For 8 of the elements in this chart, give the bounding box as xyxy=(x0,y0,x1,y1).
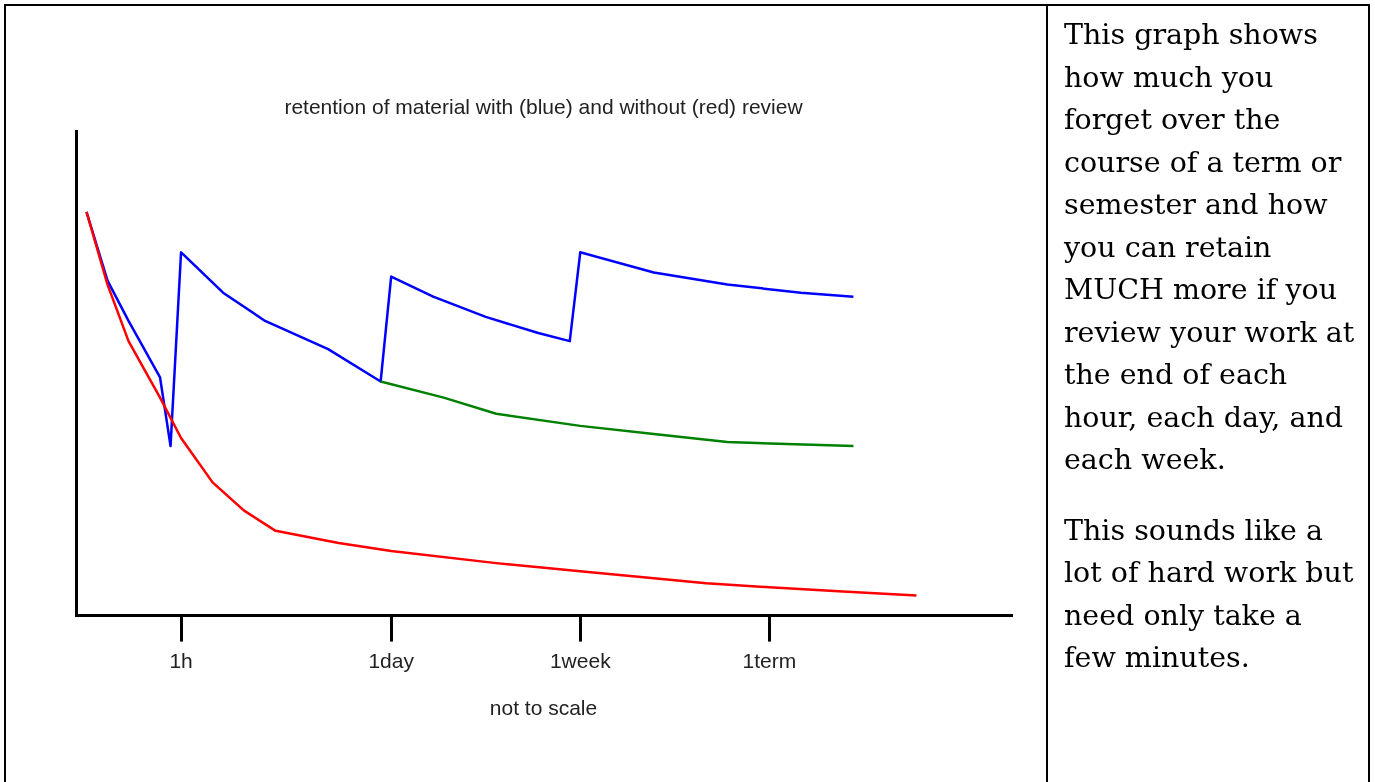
x-tick-label: 1day xyxy=(368,649,415,672)
x-axis-title: not to scale xyxy=(489,696,598,720)
x-tick-label: 1week xyxy=(549,649,612,672)
chart-title: retention of material with (blue) and without (red) review xyxy=(284,95,804,119)
x-tick-label: 1h xyxy=(169,649,193,672)
x-tick-label: 1term xyxy=(742,649,797,672)
text: This sounds like a lot of hard work but need only take a few minutes. xyxy=(1064,512,1355,676)
text: This graph shows how much you forget over the course of a term or semester and how you can retain MUCH more if you review your work at the end of each hour, each day, and each week. xyxy=(1064,18,1355,476)
